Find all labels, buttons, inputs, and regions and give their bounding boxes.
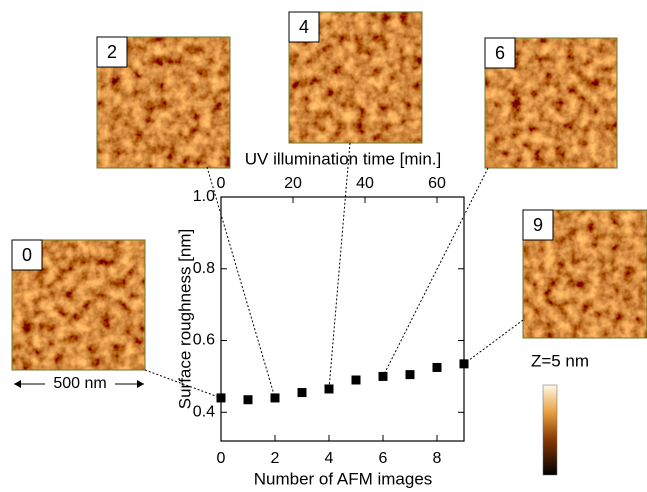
point [433, 363, 442, 372]
inset-label: 6 [495, 43, 505, 63]
y-tick-label: 0.4 [193, 404, 215, 421]
x-tick-label: 6 [379, 450, 388, 467]
x2-axis-label: UV illumination time [min.] [245, 149, 442, 168]
x-axis-label: Number of AFM images [254, 469, 433, 488]
link-line [207, 167, 275, 398]
point [271, 393, 280, 402]
colorbar [543, 385, 557, 475]
x-tick-label: 8 [433, 450, 442, 467]
point [379, 372, 388, 381]
x2-tick-label: 0 [217, 175, 226, 192]
x2-tick-label: 40 [356, 175, 374, 192]
inset-label: 4 [299, 17, 309, 37]
x-tick-label: 0 [217, 450, 226, 467]
x-tick-label: 2 [271, 450, 280, 467]
x2-tick-label: 20 [284, 175, 302, 192]
link-line [464, 320, 523, 364]
point [244, 395, 253, 404]
scale-label: 500 nm [53, 375, 106, 392]
y-tick-label: 0.8 [193, 260, 215, 277]
point [325, 384, 334, 393]
inset-label: 9 [533, 215, 543, 235]
y-axis-label: Surface roughness [nm] [175, 229, 194, 409]
point [217, 393, 226, 402]
plot-frame [221, 197, 464, 441]
point [460, 359, 469, 368]
point [352, 376, 361, 385]
y-tick-label: 1.0 [193, 188, 215, 205]
chart: Number of AFM images UV illumination tim… [0, 0, 647, 492]
point [406, 370, 415, 379]
link-line [329, 143, 350, 389]
x2-tick-label: 60 [428, 175, 446, 192]
x-tick-label: 4 [325, 450, 334, 467]
y-tick-label: 0.6 [193, 332, 215, 349]
link-line [383, 168, 488, 376]
inset-label: 0 [22, 245, 32, 265]
point [298, 388, 307, 397]
inset-label: 2 [107, 42, 117, 62]
colorbar-label: Z=5 nm [531, 351, 589, 370]
